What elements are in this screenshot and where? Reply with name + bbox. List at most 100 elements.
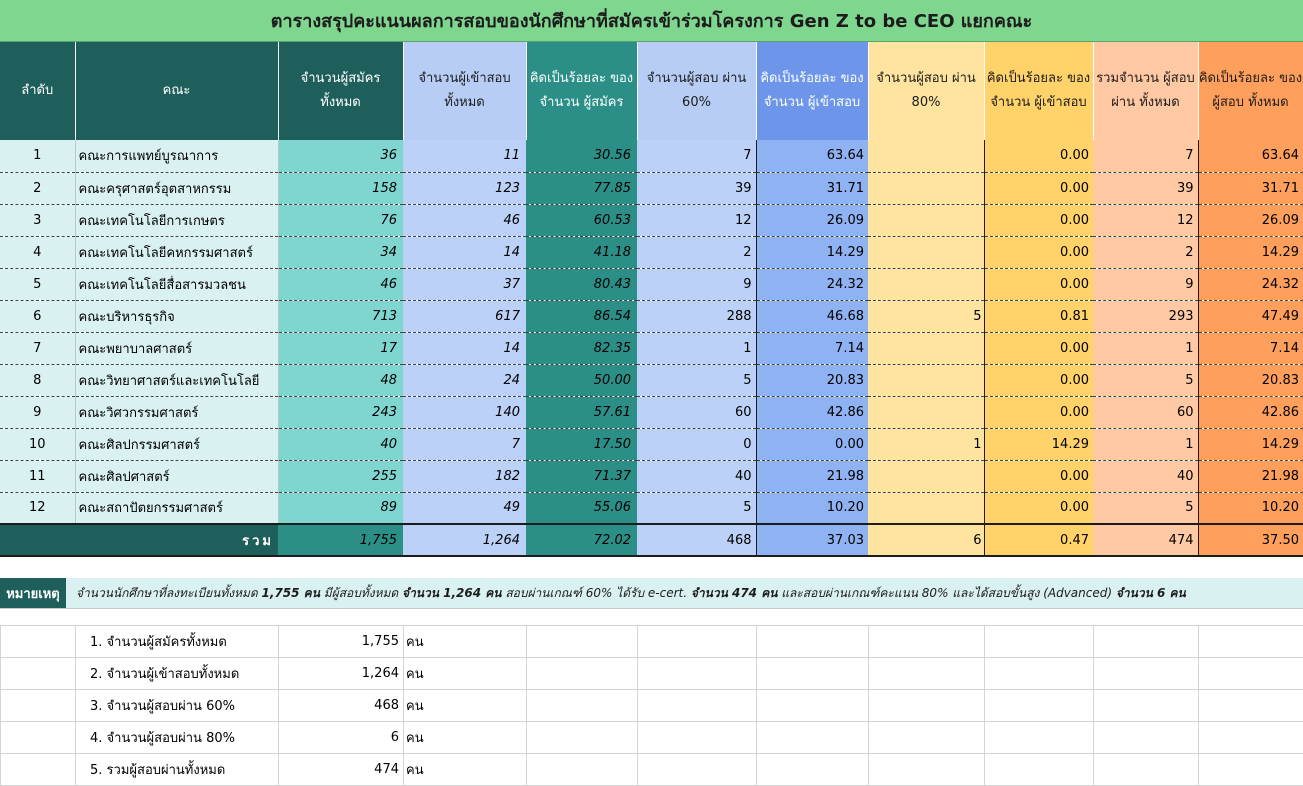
empty-cell[interactable] bbox=[1093, 657, 1199, 690]
empty-cell[interactable] bbox=[868, 753, 985, 786]
empty-cell[interactable] bbox=[637, 753, 757, 786]
cell-faculty[interactable]: คณะครุศาสตร์อุตสาหกรรม bbox=[75, 172, 279, 205]
cell-pct-total[interactable]: 26.09 bbox=[1198, 204, 1303, 237]
cell-pass80[interactable]: 1 bbox=[868, 428, 985, 461]
cell-total-pass[interactable]: 293 bbox=[1093, 300, 1199, 333]
cell-total-pass[interactable]: 1 bbox=[1093, 332, 1199, 365]
cell-takers[interactable]: 49 bbox=[403, 492, 526, 525]
cell-pass60[interactable]: 2 bbox=[637, 236, 757, 269]
note-text[interactable]: จำนวนนักศึกษาที่ลงทะเบียนทั้งหมด 1,755 ค… bbox=[76, 585, 1186, 600]
empty-cell[interactable] bbox=[0, 689, 76, 722]
cell-takers[interactable]: 182 bbox=[403, 460, 526, 493]
cell-pct-total[interactable]: 21.98 bbox=[1198, 460, 1303, 493]
empty-cell[interactable] bbox=[1198, 689, 1303, 722]
summary-label[interactable]: 4. จำนวนผู้สอบผ่าน 80% bbox=[75, 721, 279, 754]
empty-cell[interactable] bbox=[526, 625, 638, 658]
empty-cell[interactable] bbox=[1198, 657, 1303, 690]
cell-pass60[interactable]: 5 bbox=[637, 492, 757, 525]
summary-value[interactable]: 1,264 bbox=[278, 657, 404, 690]
cell-applicants[interactable]: 713 bbox=[278, 300, 403, 333]
cell-total-pass[interactable]: 40 bbox=[1093, 460, 1199, 493]
cell-takers[interactable]: 14 bbox=[403, 332, 526, 365]
cell-pass80[interactable] bbox=[868, 140, 985, 173]
cell-pass80[interactable] bbox=[868, 268, 985, 301]
cell-pct-takers60[interactable]: 20.83 bbox=[756, 364, 868, 397]
empty-cell[interactable] bbox=[526, 689, 638, 722]
cell-pct-takers60[interactable]: 0.00 bbox=[756, 428, 868, 461]
cell-applicants[interactable]: 76 bbox=[278, 204, 403, 237]
empty-cell[interactable] bbox=[1093, 753, 1199, 786]
cell-pct-applicants[interactable]: 60.53 bbox=[526, 204, 637, 237]
empty-cell[interactable] bbox=[984, 625, 1094, 658]
cell-pct-takers60[interactable]: 24.32 bbox=[756, 268, 868, 301]
header-pass80[interactable]: จำนวนผู้สอบ ผ่าน 80% bbox=[868, 42, 985, 140]
cell-idx[interactable]: 7 bbox=[0, 332, 76, 365]
summary-value[interactable]: 474 bbox=[278, 753, 404, 786]
cell-pct-total[interactable]: 31.71 bbox=[1198, 172, 1303, 205]
header-faculty[interactable]: คณะ bbox=[75, 42, 279, 140]
cell-pct-takers80[interactable]: 0.00 bbox=[984, 460, 1093, 493]
empty-cell[interactable] bbox=[1198, 721, 1303, 754]
cell-faculty[interactable]: คณะศิลปศาสตร์ bbox=[75, 460, 279, 493]
empty-cell[interactable] bbox=[1093, 625, 1199, 658]
total-pct-total[interactable]: 37.50 bbox=[1198, 523, 1303, 557]
cell-pct-total[interactable]: 14.29 bbox=[1198, 428, 1303, 461]
cell-takers[interactable]: 46 bbox=[403, 204, 526, 237]
empty-cell[interactable] bbox=[756, 753, 869, 786]
cell-pct-takers80[interactable]: 0.00 bbox=[984, 236, 1093, 269]
cell-pct-takers80[interactable]: 0.00 bbox=[984, 332, 1093, 365]
cell-pct-takers60[interactable]: 7.14 bbox=[756, 332, 868, 365]
cell-total-pass[interactable]: 9 bbox=[1093, 268, 1199, 301]
empty-cell[interactable] bbox=[0, 721, 76, 754]
cell-pass80[interactable] bbox=[868, 492, 985, 525]
cell-pct-takers80[interactable]: 0.00 bbox=[984, 268, 1093, 301]
cell-pass60[interactable]: 40 bbox=[637, 460, 757, 493]
cell-pct-takers80[interactable]: 0.00 bbox=[984, 492, 1093, 525]
empty-cell[interactable] bbox=[637, 689, 757, 722]
cell-applicants[interactable]: 89 bbox=[278, 492, 403, 525]
header-total-pass[interactable]: รวมจำนวน ผู้สอบผ่าน ทั้งหมด bbox=[1093, 42, 1199, 140]
empty-cell[interactable] bbox=[637, 721, 757, 754]
cell-takers[interactable]: 24 bbox=[403, 364, 526, 397]
cell-idx[interactable]: 12 bbox=[0, 492, 76, 525]
cell-pct-takers60[interactable]: 21.98 bbox=[756, 460, 868, 493]
empty-cell[interactable] bbox=[0, 753, 76, 786]
cell-pass80[interactable] bbox=[868, 204, 985, 237]
cell-pct-takers60[interactable]: 42.86 bbox=[756, 396, 868, 429]
cell-pct-takers80[interactable]: 0.81 bbox=[984, 300, 1093, 333]
cell-takers[interactable]: 123 bbox=[403, 172, 526, 205]
cell-faculty[interactable]: คณะศิลปกรรมศาสตร์ bbox=[75, 428, 279, 461]
cell-total-pass[interactable]: 1 bbox=[1093, 428, 1199, 461]
empty-cell[interactable] bbox=[1198, 753, 1303, 786]
empty-cell[interactable] bbox=[756, 721, 869, 754]
cell-total-pass[interactable]: 12 bbox=[1093, 204, 1199, 237]
cell-takers[interactable]: 37 bbox=[403, 268, 526, 301]
cell-pct-takers60[interactable]: 26.09 bbox=[756, 204, 868, 237]
cell-pass60[interactable]: 288 bbox=[637, 300, 757, 333]
cell-takers[interactable]: 140 bbox=[403, 396, 526, 429]
empty-cell[interactable] bbox=[526, 753, 638, 786]
cell-faculty[interactable]: คณะเทคโนโลยีการเกษตร bbox=[75, 204, 279, 237]
total-pct-takers60[interactable]: 37.03 bbox=[756, 523, 868, 557]
cell-pct-takers60[interactable]: 10.20 bbox=[756, 492, 868, 525]
cell-pct-applicants[interactable]: 57.61 bbox=[526, 396, 637, 429]
cell-pass60[interactable]: 7 bbox=[637, 140, 757, 173]
total-pass80[interactable]: 6 bbox=[868, 523, 985, 557]
cell-pass60[interactable]: 12 bbox=[637, 204, 757, 237]
cell-idx[interactable]: 10 bbox=[0, 428, 76, 461]
cell-pct-takers60[interactable]: 14.29 bbox=[756, 236, 868, 269]
cell-pct-takers80[interactable]: 14.29 bbox=[984, 428, 1093, 461]
cell-pass60[interactable]: 39 bbox=[637, 172, 757, 205]
cell-takers[interactable]: 617 bbox=[403, 300, 526, 333]
cell-applicants[interactable]: 255 bbox=[278, 460, 403, 493]
cell-pct-total[interactable]: 7.14 bbox=[1198, 332, 1303, 365]
cell-applicants[interactable]: 46 bbox=[278, 268, 403, 301]
cell-takers[interactable]: 7 bbox=[403, 428, 526, 461]
cell-idx[interactable]: 9 bbox=[0, 396, 76, 429]
summary-label[interactable]: 2. จำนวนผู้เข้าสอบทั้งหมด bbox=[75, 657, 279, 690]
cell-pct-applicants[interactable]: 80.43 bbox=[526, 268, 637, 301]
cell-pct-applicants[interactable]: 55.06 bbox=[526, 492, 637, 525]
empty-cell[interactable] bbox=[1093, 721, 1199, 754]
empty-cell[interactable] bbox=[868, 721, 985, 754]
empty-cell[interactable] bbox=[756, 689, 869, 722]
